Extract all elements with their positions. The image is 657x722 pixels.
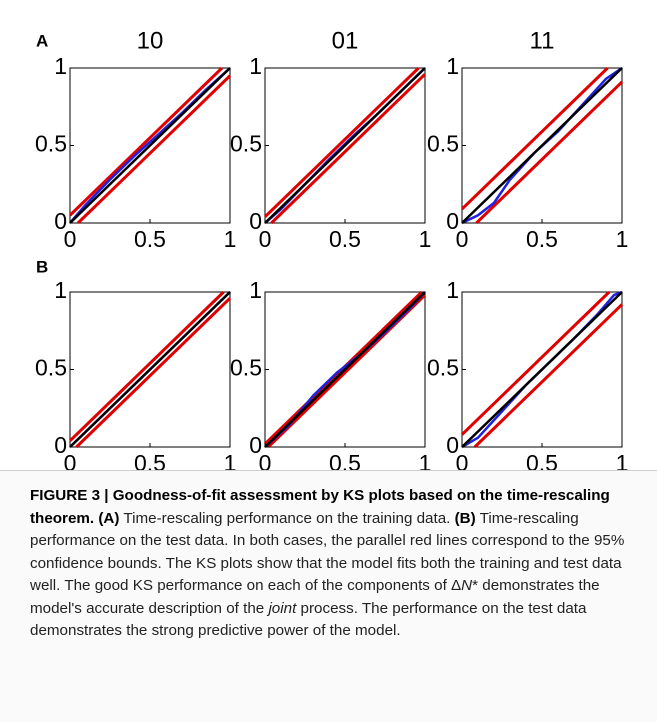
chart-title: 10	[137, 27, 164, 54]
y-tick-label: 1	[249, 277, 262, 303]
x-tick-label: 0	[259, 226, 272, 252]
x-tick-label: 0	[64, 226, 77, 252]
caption-text: FIGURE 3 | Goodness-of-fit assessment by…	[30, 487, 610, 527]
chart-title: 11	[530, 27, 555, 54]
x-tick-label: 0	[456, 226, 469, 252]
x-tick-label: 0.5	[134, 450, 166, 470]
caption-text: N	[461, 577, 473, 594]
x-tick-label: 0	[64, 450, 77, 470]
y-tick-label: 1	[446, 277, 459, 303]
ks-line	[460, 66, 609, 211]
chart-title: 01	[332, 27, 359, 54]
ks-line	[68, 290, 225, 442]
y-tick-label: 1	[446, 53, 459, 79]
y-tick-label: 0.5	[427, 355, 459, 381]
y-tick-label: 0	[54, 432, 67, 458]
y-tick-label: 0.5	[35, 355, 67, 381]
x-tick-label: 0	[259, 450, 272, 470]
y-tick-label: 0	[446, 432, 459, 458]
y-tick-label: 0	[54, 208, 67, 234]
ks-line	[264, 67, 426, 224]
caption-text: * demonstrates the model's accurate desc…	[30, 577, 600, 617]
y-tick-label: 1	[54, 277, 67, 303]
ks-line	[75, 297, 232, 449]
y-tick-label: 0	[249, 432, 262, 458]
x-tick-label: 1	[224, 226, 237, 252]
caption: FIGURE 3 | Goodness-of-fit assessment by…	[0, 470, 657, 722]
x-tick-label: 1	[419, 450, 432, 470]
x-tick-label: 1	[616, 226, 629, 252]
y-tick-label: 1	[249, 53, 262, 79]
ks-line	[461, 291, 623, 448]
ks-line	[461, 67, 623, 224]
x-tick-label: 0	[456, 450, 469, 470]
x-tick-label: 0.5	[329, 450, 361, 470]
y-tick-label: 0.5	[35, 131, 67, 157]
x-tick-label: 0.5	[329, 226, 361, 252]
caption-text: (A)	[98, 509, 120, 527]
ks-line	[69, 291, 231, 448]
ks-line	[76, 74, 232, 225]
panel-label: B	[36, 257, 48, 276]
y-tick-label: 0	[249, 208, 262, 234]
ks-line	[270, 73, 427, 225]
ks-line	[69, 67, 231, 224]
x-tick-label: 0.5	[134, 226, 166, 252]
y-tick-label: 0.5	[427, 131, 459, 157]
x-tick-label: 0.5	[526, 226, 558, 252]
caption-text: Time-rescaling performance on the test d…	[30, 509, 625, 595]
caption-text: Time-rescaling performance on the traini…	[119, 509, 455, 527]
panel-label: A	[36, 31, 48, 50]
y-tick-label: 0.5	[230, 131, 262, 157]
x-tick-label: 1	[616, 450, 629, 470]
ks-line	[263, 66, 420, 218]
ks-line	[264, 291, 426, 448]
x-tick-label: 1	[419, 226, 432, 252]
caption-text: process. The performance on the test dat…	[30, 599, 587, 640]
ks-line	[460, 290, 611, 436]
x-tick-label: 1	[224, 450, 237, 470]
ks-line	[473, 303, 624, 449]
y-tick-label: 0.5	[230, 355, 262, 381]
y-tick-label: 0	[446, 208, 459, 234]
ks-line	[475, 80, 624, 225]
x-tick-label: 0.5	[526, 450, 558, 470]
y-tick-label: 1	[54, 53, 67, 79]
ks-line	[68, 66, 224, 217]
caption-text: joint	[268, 599, 297, 617]
caption-text: (B)	[454, 509, 476, 527]
